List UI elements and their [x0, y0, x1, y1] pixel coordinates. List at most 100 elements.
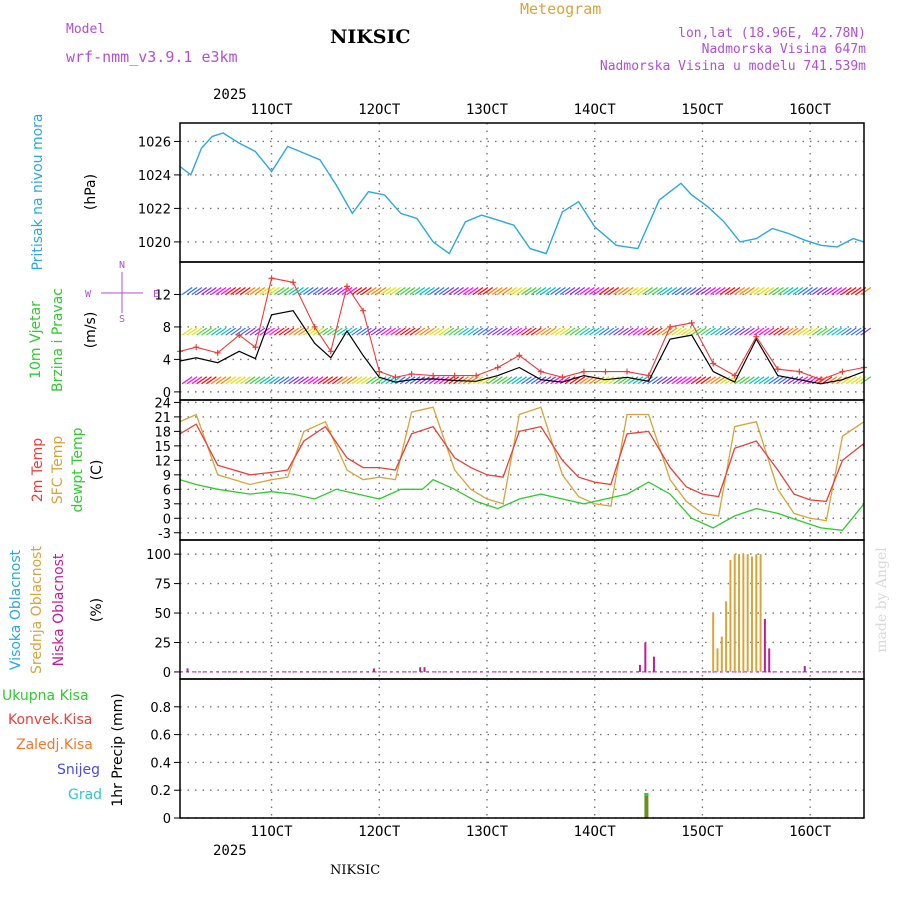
wind-barb: [603, 327, 615, 336]
compass-icon: N W E S: [85, 260, 159, 325]
x-tick-top-3: 14OCT: [574, 102, 617, 118]
wind-barb: [239, 376, 251, 385]
wind-barb: [598, 286, 610, 295]
wind-barb: [753, 376, 765, 385]
meteogram-title: Meteogram: [520, 0, 601, 18]
wind-gust-marker: [473, 372, 480, 379]
wind-barb: [215, 286, 227, 295]
wind-barb: [186, 327, 198, 336]
wind-barb: [492, 286, 503, 295]
y-tick-label-4-1: 0.2: [150, 784, 171, 799]
wind-barb: [239, 286, 251, 295]
wind-barb: [273, 286, 285, 295]
wind-barb: [802, 286, 813, 295]
wind-barb: [244, 376, 256, 385]
wind-barb: [695, 376, 707, 385]
wind-barb: [341, 286, 353, 295]
wind-barb: [254, 376, 266, 385]
dewpt-line: [179, 478, 865, 531]
wind-barb: [535, 286, 547, 295]
wind-barb: [729, 286, 741, 295]
y-tick-label-0-1: 1022: [138, 202, 171, 217]
wind-barb: [530, 327, 542, 336]
compass-west: W: [85, 289, 92, 300]
wind-barb: [206, 376, 217, 385]
wind-barb: [201, 327, 212, 336]
wind-barb: [220, 376, 232, 385]
wind-barb: [850, 376, 862, 385]
wind-barb: [559, 286, 571, 295]
wind-barb: [235, 376, 246, 385]
wind-barb: [380, 376, 392, 385]
wind-gust-marker: [667, 323, 674, 330]
x-tick-bottom-1: 12OCT: [358, 824, 401, 840]
legend-ukupna: Ukupna Kisa: [2, 688, 89, 704]
model-altitude-label: Nadmorska Visina u modelu 741.539m: [600, 59, 866, 74]
wind-gust-marker: [580, 368, 587, 375]
precip-unit: 1hr Precip (mm): [110, 693, 126, 806]
wind-barb: [748, 327, 760, 336]
sfc-temp-line: [179, 406, 865, 522]
wind-gust-marker: [516, 352, 523, 359]
wind-barb: [492, 327, 503, 336]
wind-barb: [327, 376, 338, 385]
wind-barb: [710, 286, 721, 295]
wind-gust-marker: [774, 366, 781, 373]
y-tick-label-3-0: 0: [163, 666, 171, 681]
wind-barb: [715, 327, 726, 336]
wind-gust-marker: [602, 368, 609, 375]
panels: 102010221024102604812-303691215182124025…: [138, 122, 872, 827]
wind-barb: [753, 327, 765, 336]
wind-barb: [826, 286, 838, 295]
wind-barb: [482, 286, 494, 295]
wind-barb: [700, 327, 712, 336]
wind-barb: [763, 327, 775, 336]
y-tick-label-1-3: 12: [154, 288, 171, 303]
wind-barb: [472, 327, 484, 336]
wind-barb: [574, 327, 586, 336]
wind-barb: [375, 327, 387, 336]
wind-gust-marker: [796, 368, 803, 375]
wind-barb: [671, 286, 683, 295]
model-name: wrf-nmm_v3.9.1 e3km: [66, 48, 238, 66]
wind-barb: [269, 286, 280, 295]
wind-barb: [293, 327, 304, 336]
wind-barb: [729, 376, 741, 385]
wind-barb: [443, 286, 455, 295]
wind-barb: [647, 286, 658, 295]
wind-barb: [618, 327, 629, 336]
wind-barb: [719, 327, 731, 336]
wind-barb: [768, 376, 780, 385]
wind-barb: [249, 327, 261, 336]
wind-gust-marker: [710, 360, 717, 367]
wind-barb: [564, 327, 576, 336]
wind-barb: [332, 286, 343, 295]
wind-barb: [671, 327, 683, 336]
wind-barb: [477, 327, 489, 336]
wind-barb: [467, 327, 479, 336]
compass-east: E: [153, 289, 159, 300]
wind-barb: [836, 286, 847, 295]
wind-barb: [550, 286, 561, 295]
wind-barb: [259, 286, 271, 295]
wind-barb: [579, 286, 590, 295]
y-tick-label-4-0: 0: [163, 812, 171, 827]
wind-barb: [215, 376, 227, 385]
wind-barb: [681, 286, 692, 295]
temp2m-line: [179, 423, 865, 503]
wind-barb: [264, 286, 275, 295]
y-tick-label-2-1: 0: [163, 512, 171, 527]
wind-barb: [366, 286, 377, 295]
wind-barb: [811, 286, 823, 295]
y-tick-label-0-0: 1020: [138, 236, 171, 251]
wind-barb: [787, 376, 799, 385]
wind-barb: [555, 376, 566, 385]
wind-barb: [831, 286, 843, 295]
wind-gust-marker: [645, 372, 652, 379]
wind-barb: [225, 327, 237, 336]
credit-watermark: made by Angel: [874, 547, 890, 653]
wind-barb: [419, 327, 431, 336]
wind-barb: [375, 376, 387, 385]
wind-barb: [632, 376, 644, 385]
wind-speed-line: [179, 310, 865, 385]
